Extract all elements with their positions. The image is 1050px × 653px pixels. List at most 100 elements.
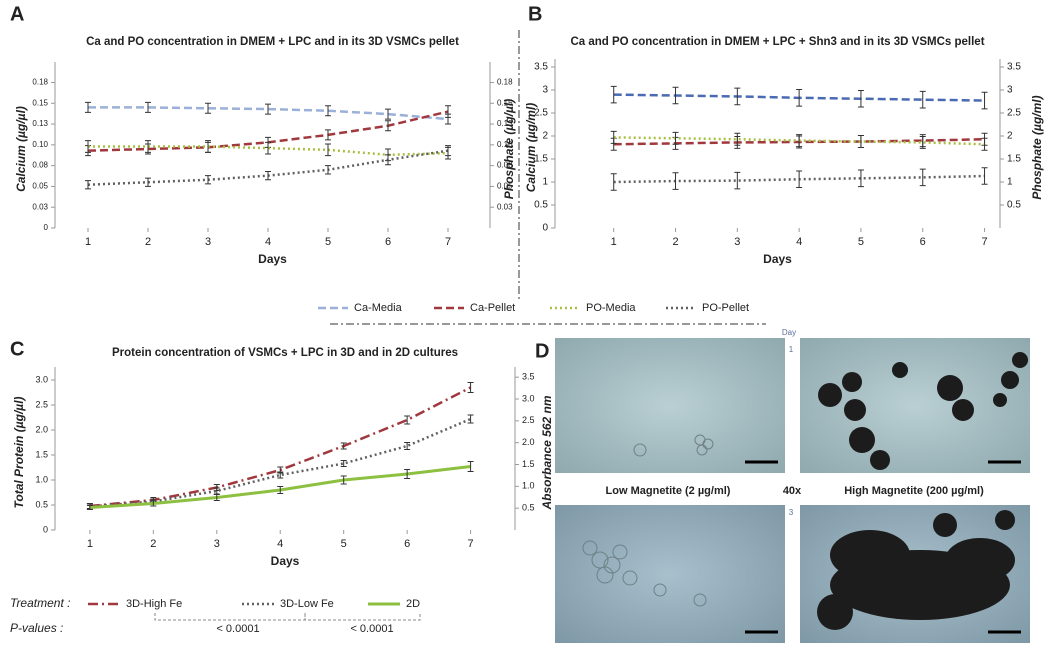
error-bar <box>340 460 347 467</box>
day-label: Day <box>782 328 796 337</box>
error-bar <box>86 505 93 510</box>
error-bar <box>145 140 151 153</box>
x-tick-label: 4 <box>277 538 283 550</box>
error-bar <box>734 171 741 190</box>
y-tick-label: 3.5 <box>534 62 548 73</box>
y-tick-label: 0.5 <box>35 499 48 509</box>
day-row: 1 <box>789 345 794 354</box>
error-bar <box>265 170 271 181</box>
x-tick-label: 5 <box>341 538 347 550</box>
error-bar <box>385 108 391 120</box>
error-bar <box>85 140 91 153</box>
error-bar <box>445 145 451 157</box>
legend-label: 3D-Low Fe <box>280 598 334 610</box>
y2-axis-title: Absorbance 562 nm <box>540 395 554 510</box>
error-bar <box>734 132 741 146</box>
image-label: High Magnetite (200 µg/ml) <box>844 485 984 497</box>
y2-tick-label: 0.03 <box>497 202 513 211</box>
y-tick-label: 3 <box>542 85 548 96</box>
error-bar <box>672 86 679 105</box>
legend-label: 2D <box>406 598 420 610</box>
error-bar <box>610 130 617 144</box>
image-panel: Day 1 3 Low Magnetite (2 µg/ml) 40x High… <box>555 328 1030 643</box>
y2-tick-label: 0.13 <box>497 119 513 128</box>
x-tick-label: 6 <box>404 538 410 550</box>
chart-title: Protein concentration of VSMCs + LPC in … <box>112 347 458 359</box>
x-tick-label: 2 <box>150 538 156 550</box>
pvalue: < 0.0001 <box>350 623 393 635</box>
image-label: Low Magnetite (2 µg/ml) <box>606 485 731 497</box>
x-axis-title: Days <box>763 252 792 266</box>
error-bar <box>857 169 864 188</box>
y2-tick-label: 0.10 <box>497 140 513 149</box>
y-tick-label: 0.5 <box>534 200 548 211</box>
error-bar <box>385 120 391 132</box>
y-axis-title: Calcium (µg/µl) <box>14 106 28 192</box>
y2-tick-label: 2.5 <box>1007 108 1021 119</box>
error-bar <box>445 105 451 118</box>
error-bar <box>796 170 803 189</box>
y2-tick-label: 1.0 <box>522 481 535 491</box>
micrograph <box>555 505 785 643</box>
error-bar <box>325 165 331 175</box>
y-axis-title: Calcium (µg/ml) <box>524 103 538 193</box>
error-bar <box>796 89 803 107</box>
y2-tick-label: 0.08 <box>497 161 513 170</box>
x-tick-label: 7 <box>445 236 451 248</box>
y2-tick-label: 1.5 <box>1007 154 1021 165</box>
x-tick-label: 4 <box>796 236 802 248</box>
error-bar <box>404 415 411 425</box>
error-bar <box>277 486 284 494</box>
error-bar <box>325 143 331 157</box>
x-tick-label: 1 <box>611 236 617 248</box>
y-tick-label: 0.15 <box>32 98 48 107</box>
x-tick-label: 5 <box>858 236 864 248</box>
y-tick-label: 2.5 <box>35 399 48 409</box>
error-bar <box>919 90 926 109</box>
x-tick-label: 3 <box>734 236 740 248</box>
x-tick-label: 2 <box>672 236 678 248</box>
y-tick-label: 1 <box>542 177 548 188</box>
y2-tick-label: 0.5 <box>522 503 535 513</box>
bracket <box>154 613 421 621</box>
x-tick-label: 4 <box>265 236 271 248</box>
error-bar <box>85 101 91 113</box>
error-bar <box>610 173 617 191</box>
error-bar <box>325 129 331 141</box>
y-tick-label: 2 <box>542 131 548 142</box>
x-axis-title: Days <box>258 252 287 266</box>
y-tick-label: 0 <box>44 223 49 232</box>
y2-tick-label: 2.0 <box>522 437 535 447</box>
error-bar <box>277 471 284 479</box>
chart-title: Ca and PO concentration in DMEM + LPC + … <box>570 36 984 48</box>
y-tick-label: 0 <box>43 524 48 534</box>
pvalue-title: P-values : <box>10 621 63 635</box>
y-tick-label: 0.10 <box>32 140 48 149</box>
legend-label: Ca-Media <box>354 302 403 314</box>
panel-letter: B <box>528 3 542 25</box>
x-tick-label: 5 <box>325 236 331 248</box>
error-bar <box>205 175 211 185</box>
y2-tick-label: 3 <box>1007 85 1013 96</box>
legend-label: PO-Media <box>586 302 636 314</box>
error-bar <box>150 500 157 507</box>
x-tick-label: 3 <box>205 236 211 248</box>
y-tick-label: 1.0 <box>35 474 48 484</box>
error-bar <box>265 103 271 115</box>
legend-label: 3D-High Fe <box>126 598 182 610</box>
legend-title: Treatment : <box>10 596 70 610</box>
error-bar <box>981 137 988 151</box>
y-tick-label: 0.08 <box>32 161 48 170</box>
micrograph <box>555 338 785 473</box>
error-bar <box>404 469 411 479</box>
x-tick-label: 1 <box>85 236 91 248</box>
error-bar <box>467 461 474 472</box>
legend-label: Ca-Pellet <box>470 302 515 314</box>
y-tick-label: 0.05 <box>32 182 48 191</box>
x-axis-title: Days <box>271 554 300 568</box>
x-tick-label: 3 <box>214 538 220 550</box>
error-bar <box>205 140 211 153</box>
error-bar <box>404 442 411 450</box>
x-tick-label: 7 <box>981 236 987 248</box>
